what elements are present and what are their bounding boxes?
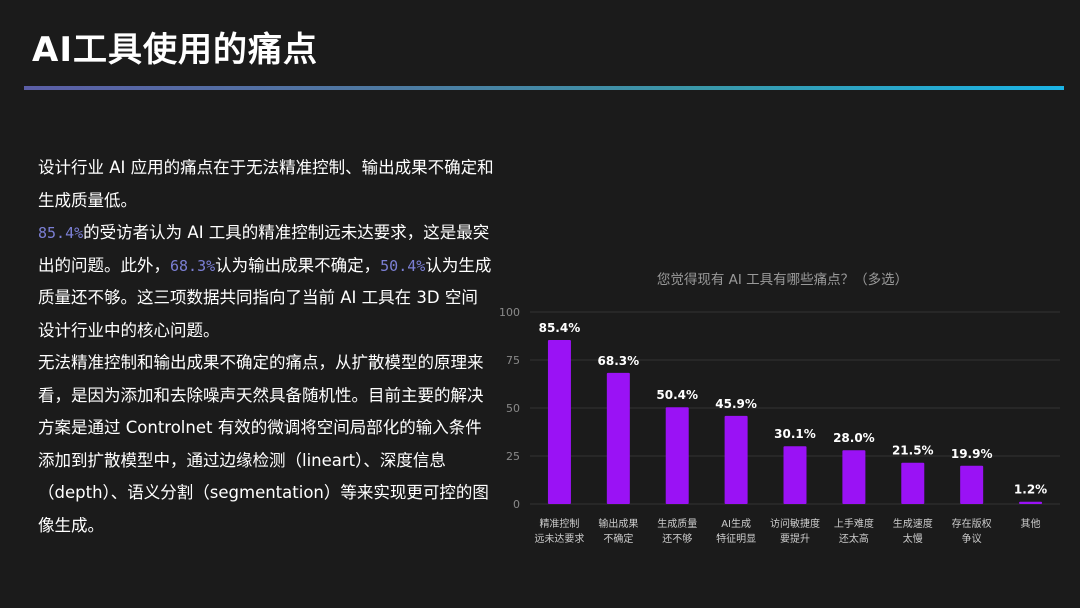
paragraph-summary: 设计行业 AI 应用的痛点在于无法精准控制、输出成果不确定和生成质量低。 (38, 158, 494, 210)
x-tick-label-7-0: 存在版权 (952, 517, 992, 530)
x-tick-label-4-1: 要提升 (780, 533, 810, 545)
x-tick-label-0-1: 远未达要求 (534, 533, 584, 545)
stat-text-3: 认为生成质量还不够。这三项数据共同指向了当前 AI 工具在 3D 空间设计行业中… (38, 255, 492, 340)
x-tick-label-8-0: 其他 (1021, 517, 1041, 530)
bar-7 (960, 465, 984, 504)
x-tick-label-5-0: 上手难度 (834, 517, 874, 530)
y-tick-label-50: 50 (506, 402, 520, 415)
stat-uncertain: 68.3% (170, 256, 216, 275)
x-tick-label-6-0: 生成速度 (893, 517, 933, 530)
bar-value-label-1: 68.3% (598, 354, 640, 368)
x-tick-label-0-0: 精准控制 (539, 517, 579, 530)
bar-3 (724, 415, 748, 504)
x-tick-label-1-1: 不确定 (603, 532, 633, 545)
x-tick-label-6-1: 太慢 (903, 532, 923, 545)
y-tick-label-75: 75 (506, 354, 520, 367)
pain-points-chart: 您觉得现有 AI 工具有哪些痛点？（多选） 0 25 50 75 100 85.4% 精准控… (495, 262, 1070, 562)
paragraph-explanation: 无法精准控制和输出成果不确定的痛点，从扩散模型的原理来看，是因为添加和去除噪声天… (38, 353, 489, 535)
x-tick-label-3-0: AI生成 (721, 517, 751, 530)
page-title: AI工具使用的痛点 (32, 30, 318, 70)
title-divider (24, 86, 1064, 90)
bar-value-label-8: 1.2% (1014, 483, 1047, 497)
x-tick-label-4-0: 访问敏捷度 (770, 517, 820, 530)
body-text: 设计行业 AI 应用的痛点在于无法精准控制、输出成果不确定和生成质量低。 85.… (38, 152, 494, 542)
bar-5 (842, 450, 866, 504)
y-tick-label-25: 25 (506, 450, 520, 463)
bar-value-label-0: 85.4% (539, 321, 581, 335)
x-tick-label-7-1: 争议 (962, 532, 982, 545)
bar-value-label-3: 45.9% (715, 397, 757, 411)
chart-title: 您觉得现有 AI 工具有哪些痛点？（多选） (656, 272, 909, 288)
bar-value-label-5: 28.0% (833, 431, 875, 445)
bar-chart-svg: 0 25 50 75 100 85.4% 精准控制远未达要求 68.3% 输出成果不确定 50.4… (499, 306, 1060, 545)
bar-0 (547, 340, 571, 504)
bar-value-label-7: 19.9% (951, 447, 993, 461)
bar-4 (783, 446, 807, 504)
bar-value-label-2: 50.4% (656, 388, 698, 402)
bar-8 (1019, 501, 1043, 504)
stat-text-2: 认为输出成果不确定， (215, 255, 381, 275)
y-tick-label-100: 100 (499, 306, 520, 319)
x-tick-label-2-1: 还不够 (662, 533, 692, 545)
x-tick-label-3-1: 特征明显 (716, 533, 756, 545)
bar-6 (901, 462, 925, 504)
stat-precision: 85.4% (38, 224, 84, 242)
stat-quality: 50.4% (380, 256, 426, 275)
paragraph-stats: 85.4%的受访者认为 AI 工具的精准控制远未达要求，这是最突出的问题。此外，… (38, 217, 494, 347)
x-tick-label-1-0: 输出成果 (598, 517, 638, 530)
x-tick-label-2-0: 生成质量 (657, 517, 697, 530)
y-tick-label-0: 0 (513, 498, 520, 511)
bar-1 (606, 372, 630, 504)
stat-text-1: 的受访者认为 AI 工具的精准控制远未达要求，这是最突出的问题。此外， (38, 223, 490, 275)
x-tick-label-5-1: 还太高 (839, 532, 869, 545)
bar-2 (665, 407, 689, 504)
bar-value-label-4: 30.1% (774, 427, 816, 441)
bar-value-label-6: 21.5% (892, 444, 934, 458)
